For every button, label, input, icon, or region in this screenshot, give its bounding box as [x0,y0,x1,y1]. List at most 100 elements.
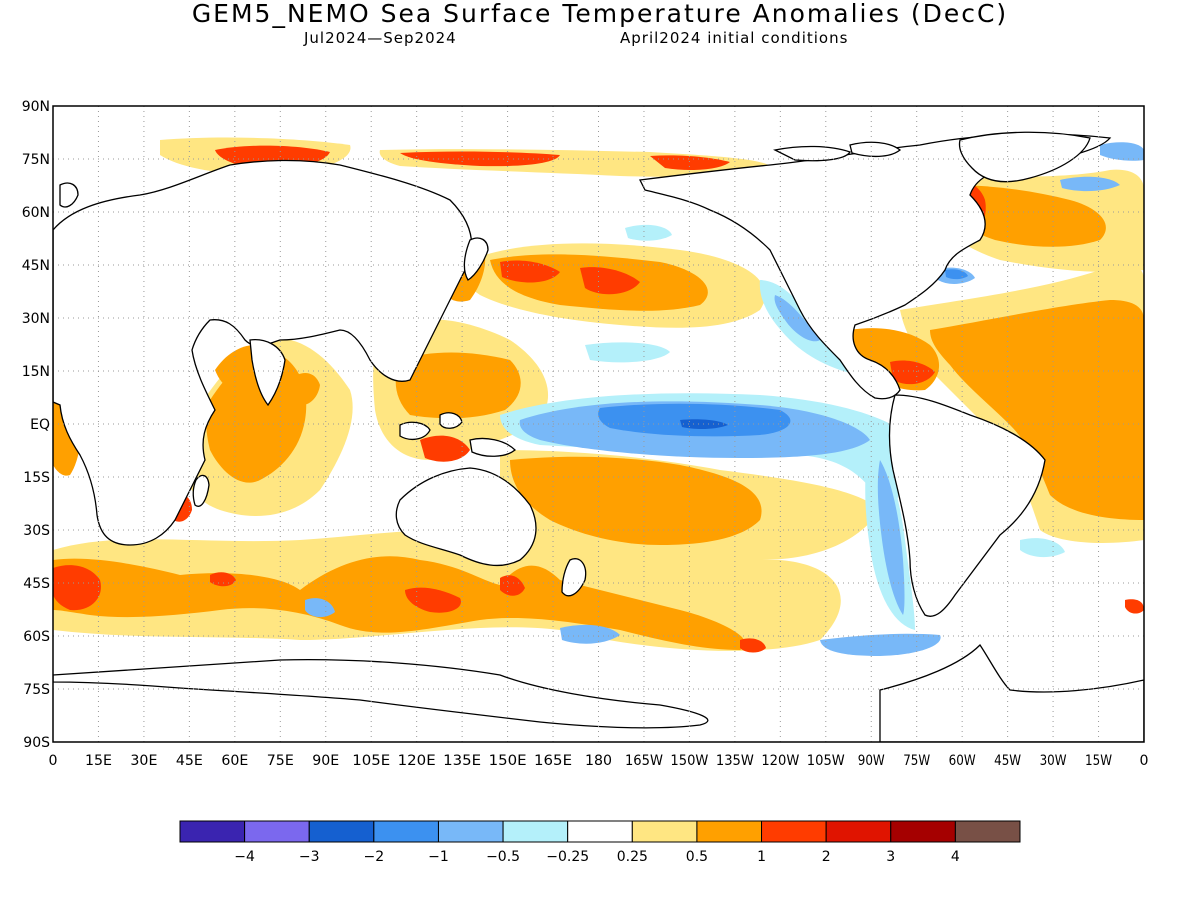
new-zealand-outline [561,558,587,597]
colorbar-label: −2 [364,849,385,865]
lon-tick-label: 30W [1040,753,1067,769]
lon-tick-label: 105W [807,753,845,769]
south-ocean-cool-patch [305,598,335,618]
southern-ocean-strong-warm-e [740,638,766,653]
lat-tick-label: 15N [22,364,50,380]
lon-tick-label: 150E [489,753,527,769]
siberian-strong-warm [400,151,560,167]
atlantic-warm [930,300,1144,520]
labrador-warm [946,185,1106,247]
map-title: GEM5_NEMO Sea Surface Temperature Anomal… [191,0,1009,28]
colorbar-label: −3 [299,849,320,865]
south-america-outline [888,394,1046,617]
north-america-outline [639,133,1112,400]
lat-tick-label: 90S [23,735,50,751]
south-pacific-cool-patch [560,624,620,644]
coastlines [53,131,1144,742]
initial-conditions: April2024 initial conditions [620,29,849,47]
southern-ocean-strong-warm-d [210,572,236,587]
west-pacific-warm [395,352,521,419]
antarctica-outline [53,643,1144,742]
lon-tick-label: 165W [625,753,663,769]
colorbar-swatch [567,820,633,843]
lat-tick-label: 75S [23,682,50,698]
madagascar-outline [192,474,210,507]
colorbar-swatch [179,820,246,843]
north-pacific-strong-warm-b [580,267,640,295]
colorbar-swatch [825,820,892,843]
india-outline [249,339,286,407]
uk-outline [59,182,79,208]
colorbar-swatch [761,820,827,843]
lon-tick-label: 150W [670,753,708,769]
colorbar-label: 0.5 [686,849,708,865]
lon-tick-label: 45W [994,753,1021,769]
colorbar: −4 −3 −2 −1 −0.5 −0.25 0.25 0.5 1 2 3 4 [179,820,1021,865]
southern-ocean-strong-warm-c [500,575,525,596]
lat-tick-label: 45N [22,258,50,274]
south-pacific-warm [510,456,762,545]
lat-tick-label: 30S [23,523,50,539]
lat-tick-label: 90N [22,99,50,115]
north-pacific-cool-patch [585,342,670,363]
colorbar-label: 4 [951,849,960,865]
colorbar-swatch [954,820,1021,843]
lon-tick-label: 135W [716,753,754,769]
lon-tick-label: 120W [761,753,799,769]
lat-tick-label: EQ [30,417,50,433]
lat-tick-label: 45S [23,576,50,592]
colorbar-swatch [373,820,439,843]
lat-tick-label: 60N [22,205,50,221]
lon-tick-label: 45E [176,753,203,769]
southern-ocean-strong-warm-b [405,587,461,613]
lon-tick-label: 180 [585,753,612,769]
colorbar-label: 2 [822,849,831,865]
north-atlantic-cool-patch [1060,176,1120,192]
lon-tick-label: 0 [49,753,58,769]
north-pacific-strong-warm-a [500,260,560,283]
south-atlantic-cool-patch [1020,538,1065,558]
colorbar-label: −0.5 [486,849,520,865]
australia-outline [395,467,537,567]
lat-tick-label: 30N [22,311,50,327]
lon-tick-label: 165E [534,753,572,769]
southern-ocean-strong-warm-a [53,565,101,611]
lon-tick-label: 0 [1140,753,1149,769]
lon-tick-label: 15E [85,753,112,769]
bay-of-bengal-warm [290,373,320,405]
lon-tick-label: 75E [267,753,294,769]
lat-tick-label: 15S [23,470,50,486]
colorbar-swatch [631,820,698,843]
lon-tick-label: 90W [858,753,885,769]
lon-tick-label: 120E [398,753,436,769]
colorbar-label: 0.25 [617,849,648,865]
lon-tick-label: 105E [352,753,390,769]
axis-labels: 90N 75N 60N 45N 30N 15N EQ 15S 30S 45S 60S 75S 90S 0 1… [22,99,1149,769]
arctic-islands-outline [773,141,902,162]
colorbar-label: 3 [886,849,895,865]
colorbar-label: −4 [234,849,255,865]
lat-tick-label: 75N [22,152,50,168]
lon-tick-label: 15W [1085,753,1112,769]
lon-tick-label: 135E [443,753,481,769]
map-gridlines [53,106,1144,742]
lat-tick-label: 60S [23,629,50,645]
colorbar-swatch [890,820,956,843]
lon-tick-label: 90E [312,753,339,769]
colorbar-label: 1 [757,849,766,865]
forecast-period: Jul2024—Sep2024 [304,29,457,47]
colorbar-swatch [244,820,310,843]
lon-tick-label: 75W [903,753,930,769]
colorbar-label: −0.25 [546,849,589,865]
colorbar-swatch [502,820,569,843]
greenland-outline [958,131,1091,183]
california-current-moderate [774,295,820,342]
colorbar-swatch [308,820,375,843]
south-atlantic-strong-warm [1125,599,1144,614]
map-frame [52,105,1145,743]
caribbean-strong-warm [890,360,935,385]
africa-europe-outline [53,159,473,546]
lon-tick-label: 60E [221,753,248,769]
colorbar-swatch [696,820,763,843]
